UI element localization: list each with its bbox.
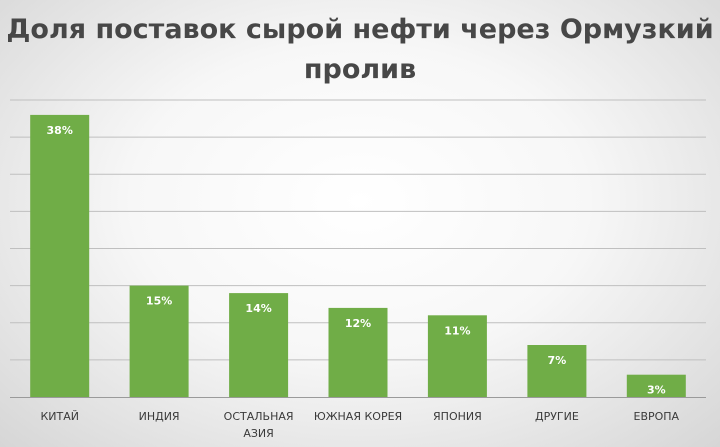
bar-2 [229,293,289,398]
chart-title: Доля поставок сырой нефти через Ормузкий… [0,10,720,90]
category-label-2-line-0: ОСТАЛЬНАЯ [224,410,294,423]
data-label-6: 3% [647,384,666,397]
data-label-0: 38% [47,124,73,137]
bar-3 [328,307,388,397]
category-label-5: ДРУГИЕ [535,410,579,423]
data-label-2: 14% [245,302,271,315]
bar-6 [626,374,686,397]
bar-1 [129,285,189,397]
chart-title-line-2: пролив [303,54,417,85]
data-label-1: 15% [146,295,172,308]
category-label-6: ЕВРОПА [634,410,680,423]
data-label-5: 7% [548,354,567,367]
bar-0 [30,114,90,398]
category-label-0: КИТАЙ [40,410,79,423]
bar-4 [427,315,487,397]
bar-5 [527,345,587,397]
data-label-4: 11% [444,324,470,337]
category-label-2-line-1: АЗИЯ [243,427,273,440]
category-label-1: ИНДИЯ [139,410,180,423]
category-label-3: ЮЖНАЯ КОРЕЯ [314,410,402,423]
category-label-4: ЯПОНИЯ [433,410,482,423]
chart-title-line-1: Доля поставок сырой нефти через Ормузкий [6,14,714,45]
data-label-3: 12% [345,317,371,330]
